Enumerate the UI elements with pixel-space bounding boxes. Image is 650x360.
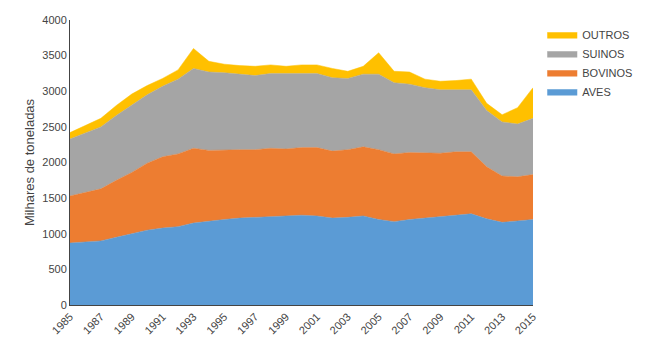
svg-text:2005: 2005 xyxy=(358,311,384,337)
svg-text:1989: 1989 xyxy=(111,311,137,337)
svg-text:2500: 2500 xyxy=(42,121,66,133)
svg-text:2000: 2000 xyxy=(42,156,66,168)
svg-text:1000: 1000 xyxy=(42,228,66,240)
svg-text:1987: 1987 xyxy=(80,311,106,337)
svg-text:3000: 3000 xyxy=(42,85,66,97)
svg-text:AVES: AVES xyxy=(582,86,611,98)
svg-text:1985: 1985 xyxy=(50,311,76,337)
svg-text:2013: 2013 xyxy=(482,311,508,337)
svg-text:1500: 1500 xyxy=(42,192,66,204)
svg-text:2015: 2015 xyxy=(513,311,539,337)
svg-text:OUTROS: OUTROS xyxy=(582,29,629,41)
svg-text:1997: 1997 xyxy=(235,311,261,337)
svg-text:BOVINOS: BOVINOS xyxy=(582,67,632,79)
svg-text:2007: 2007 xyxy=(389,311,415,337)
svg-text:2009: 2009 xyxy=(420,311,446,337)
svg-text:3500: 3500 xyxy=(42,49,66,61)
svg-text:1993: 1993 xyxy=(173,311,199,337)
svg-text:500: 500 xyxy=(48,263,66,275)
svg-text:2003: 2003 xyxy=(327,311,353,337)
svg-text:0: 0 xyxy=(61,299,67,311)
svg-text:1991: 1991 xyxy=(142,311,168,337)
svg-text:1995: 1995 xyxy=(204,311,230,337)
svg-text:Milhares de toneladas: Milhares de toneladas xyxy=(22,98,37,226)
svg-text:1999: 1999 xyxy=(266,311,292,337)
svg-text:4000: 4000 xyxy=(42,14,66,26)
svg-text:2001: 2001 xyxy=(296,311,322,337)
svg-text:2011: 2011 xyxy=(451,311,476,336)
svg-text:SUINOS: SUINOS xyxy=(582,48,624,60)
